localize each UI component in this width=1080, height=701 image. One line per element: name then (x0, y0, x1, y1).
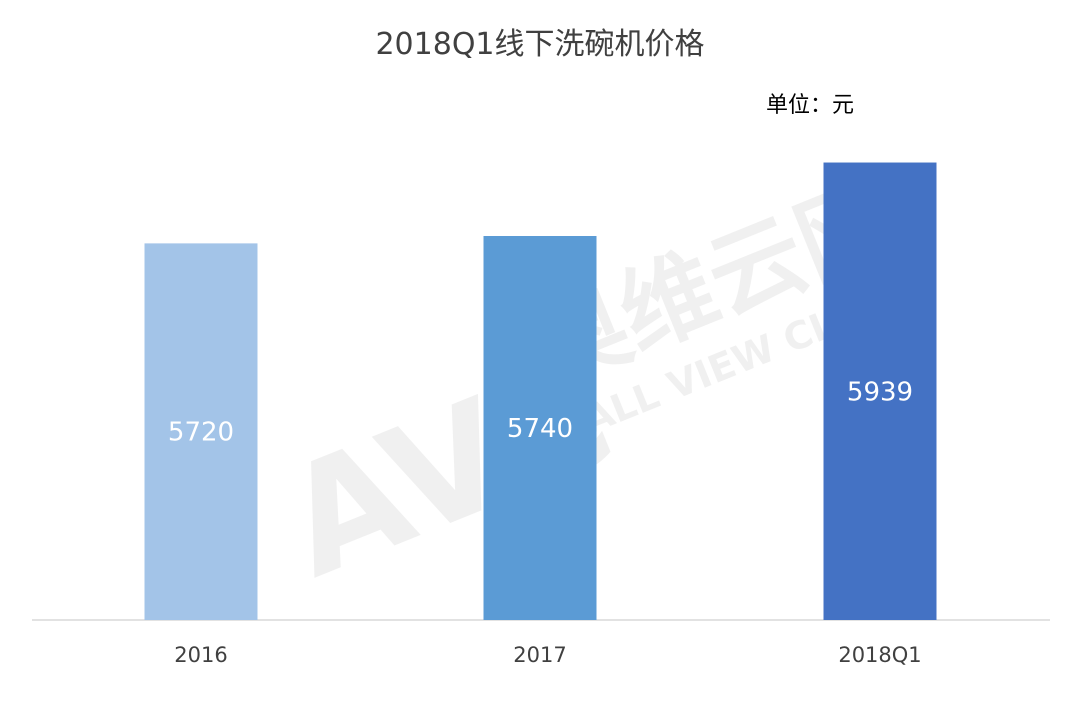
x-tick-label-2018Q1: 2018Q1 (838, 643, 921, 667)
bar-2018Q1 (823, 162, 937, 620)
bars-group (144, 162, 937, 620)
x-tick-labels-group: 2016 2017 2018Q1 (174, 643, 921, 667)
value-label-2016: 5720 (168, 418, 234, 448)
x-tick-label-2016: 2016 (174, 643, 227, 667)
value-label-2017: 5740 (507, 414, 573, 444)
unit-label: 单位：元 (766, 93, 854, 118)
chart-title: 2018Q1线下洗碗机价格 (375, 27, 704, 62)
bar-2017 (483, 236, 597, 620)
x-tick-label-2017: 2017 (513, 643, 566, 667)
value-labels-group: 5720 5740 5939 (168, 377, 913, 447)
value-label-2018Q1: 5939 (847, 377, 913, 407)
bar-2016 (144, 243, 258, 620)
